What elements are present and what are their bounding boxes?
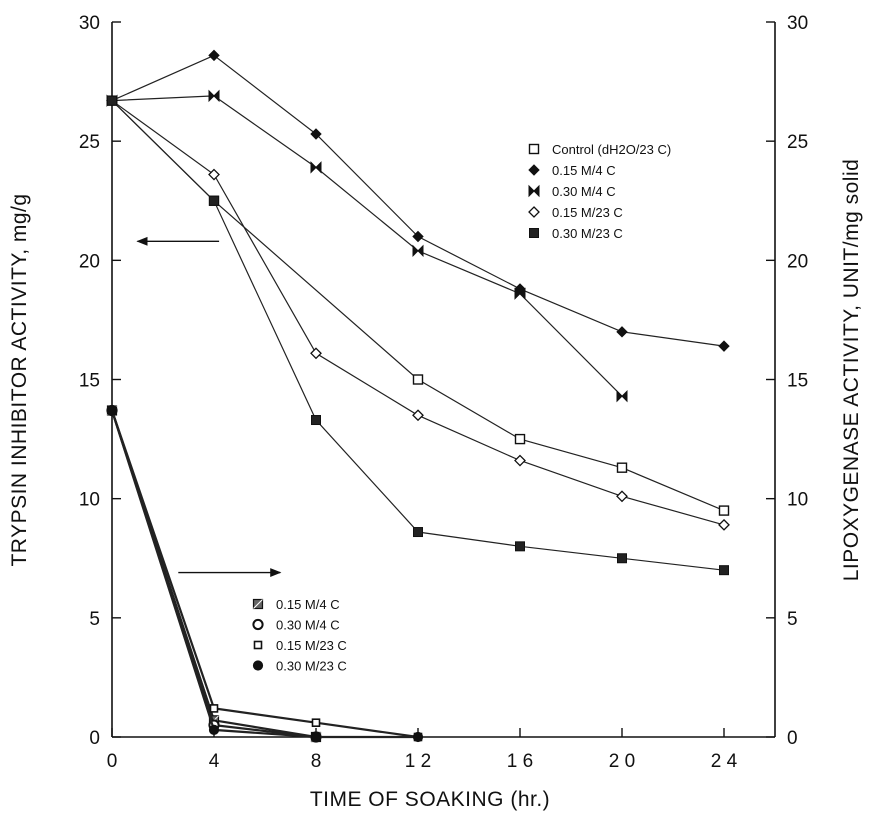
trypsin-series-4 — [107, 95, 729, 576]
legend-marker — [528, 206, 540, 218]
legend-trypsin: Control (dH2O/23 C) 0.15 M/4 C 0.30 M/4 C 0… — [528, 142, 671, 241]
y-tick-label-right: 5 — [787, 609, 798, 630]
chart-series — [106, 49, 730, 743]
trypsin-series-line — [111, 100, 725, 526]
y-tick-label-right: 15 — [787, 371, 808, 392]
x-axis-title: TIME OF SOAKING (hr.) — [310, 788, 550, 811]
trypsin-data-point — [617, 553, 627, 564]
x-tick-label: 1 2 — [405, 751, 431, 772]
trypsin-series-line — [111, 100, 725, 512]
legend-marker — [253, 640, 263, 650]
trypsin-series-line — [111, 95, 623, 397]
trypsin-data-point — [208, 168, 220, 181]
trypsin-series-0 — [106, 95, 730, 516]
trypsin-data-point — [718, 505, 730, 516]
legend-label: 0.30 M/4 C — [552, 184, 616, 199]
trypsin-data-point — [413, 527, 423, 538]
trypsin-data-point — [719, 565, 729, 576]
legend-marker — [252, 598, 264, 610]
trypsin-series-2 — [106, 89, 628, 403]
legend-marker — [528, 143, 540, 155]
x-tick-label: 1 6 — [507, 751, 533, 772]
x-tick-label: 8 — [311, 751, 322, 772]
lipoxygenase-series-2 — [107, 406, 423, 742]
trypsin-data-point — [412, 230, 424, 243]
trypsin-data-point — [616, 326, 628, 338]
y-tick-label-left: 15 — [79, 371, 100, 392]
y-axis-title-right: LIPOXYGENASE ACTIVITY, UNIT/mg solid — [840, 159, 863, 582]
y-tick-label-left: 10 — [79, 490, 100, 511]
y-tick-label-right: 30 — [787, 13, 808, 34]
lipoxygenase-data-point — [208, 724, 220, 735]
legend-marker — [528, 164, 540, 176]
chart-legends: Control (dH2O/23 C)0.15 M/4 C0.30 M/4 C0… — [252, 142, 671, 674]
legend-marker — [528, 184, 540, 198]
lipoxygenase-data-point — [209, 704, 219, 713]
legend-lipoxygenase: 0.15 M/4 C 0.30 M/4 C 0.15 M/23 C 0.30 M/23… — [252, 597, 347, 674]
trypsin-data-point — [515, 541, 525, 552]
y-tick-label-left: 30 — [79, 13, 100, 34]
y-tick-label-left: 20 — [79, 251, 100, 272]
lipoxygenase-series-line — [110, 410, 317, 739]
y-tick-label-left: 25 — [79, 132, 100, 153]
legend-label: 0.15 M/4 C — [552, 163, 616, 178]
trypsin-data-point — [514, 433, 526, 445]
trypsin-data-point — [208, 89, 220, 103]
y-tick-label-left: 5 — [89, 609, 100, 630]
legend-label: 0.30 M/4 C — [276, 618, 340, 633]
y-tick-label-left: 0 — [89, 728, 100, 749]
lipoxygenase-series-line — [110, 410, 317, 739]
y-tick-label-right: 0 — [787, 728, 798, 749]
trypsin-data-point — [616, 462, 628, 473]
trypsin-data-point — [311, 415, 321, 426]
trypsin-series-line — [111, 54, 725, 347]
x-tick-label: 4 — [209, 751, 220, 772]
legend-label: 0.15 M/23 C — [276, 638, 347, 653]
y-tick-label-right: 25 — [787, 132, 808, 153]
chart-annotations — [136, 236, 282, 578]
trypsin-data-point — [412, 409, 424, 422]
trypsin-data-point — [412, 244, 424, 258]
trypsin-data-point — [208, 49, 220, 62]
y-axis-title-left: TRYPSIN INHIBITOR ACTIVITY, mg/g — [8, 193, 31, 566]
trypsin-data-point — [310, 128, 322, 140]
lipoxygenase-data-point — [310, 731, 322, 743]
trypsin-data-point — [616, 490, 628, 503]
legend-label: Control (dH2O/23 C) — [552, 142, 671, 157]
trypsin-data-point — [718, 518, 730, 531]
legend-label: 0.15 M/23 C — [552, 205, 623, 220]
lipoxygenase-data-point — [311, 718, 321, 728]
trypsin-data-point — [209, 195, 219, 206]
trypsin-data-point — [514, 454, 526, 467]
trypsin-data-point — [310, 347, 322, 360]
lipoxygenase-data-point — [412, 731, 424, 743]
lipoxygenase-series-line — [110, 410, 419, 739]
trypsin-data-point — [718, 340, 730, 352]
legend-marker — [252, 618, 264, 631]
lipoxygenase-series-line — [110, 410, 418, 739]
legend-label: 0.30 M/23 C — [552, 226, 623, 241]
y-tick-label-right: 10 — [787, 490, 808, 511]
legend-label: 0.15 M/4 C — [276, 597, 340, 612]
legend-label: 0.30 M/23 C — [276, 659, 347, 674]
x-tick-label: 2 4 — [711, 751, 738, 772]
legend-marker — [252, 660, 264, 671]
trypsin-data-point — [412, 374, 424, 385]
legend-marker — [529, 228, 539, 238]
trypsin-data-point — [107, 95, 117, 106]
trypsin-data-point — [310, 161, 322, 174]
trypsin-series-1 — [106, 49, 730, 352]
y-tick-label-right: 20 — [787, 251, 808, 272]
trypsin-series-3 — [106, 94, 730, 531]
trypsin-data-point — [514, 287, 526, 300]
x-tick-label: 0 — [107, 751, 118, 772]
lipoxygenase-series-0 — [106, 405, 322, 743]
trypsin-data-point — [616, 389, 628, 403]
chart-axes: 0 4 8 1 2 1 6 2 0 2 4 0 5 10 15 20 25 30 0 5 10 15 20 25 30 — [79, 13, 808, 772]
lipoxygenase-series-1 — [106, 404, 322, 743]
lipoxygenase-data-point — [106, 405, 118, 416]
x-tick-label: 2 0 — [609, 751, 635, 772]
lipoxygenase-series-3 — [106, 405, 424, 743]
